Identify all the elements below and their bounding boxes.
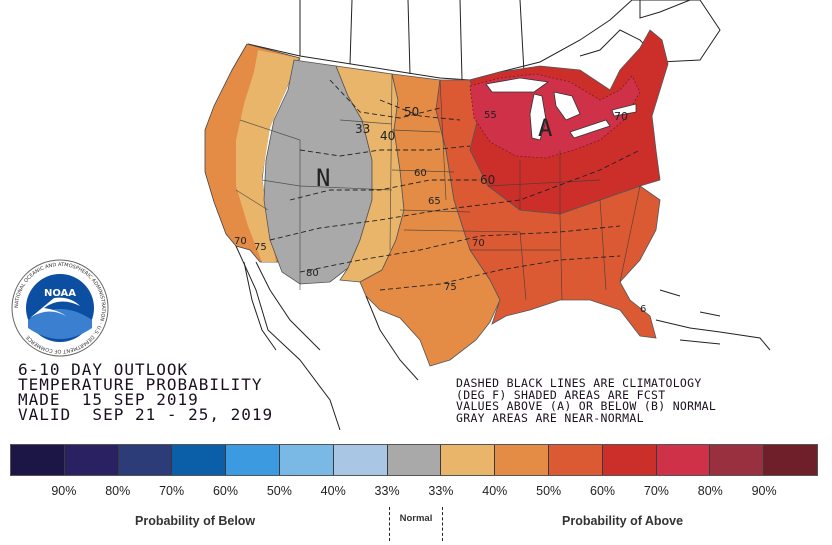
legend-tick-label: 40% <box>482 484 508 498</box>
legend-swatch <box>495 445 549 475</box>
contour-label: 40 <box>380 129 395 143</box>
caribbean-outline <box>655 289 771 351</box>
legend-tick-label: 70% <box>643 484 669 498</box>
contour-label: 65 <box>428 196 441 207</box>
legend-tick-label: 33% <box>374 484 400 498</box>
contour-label: 55 <box>484 110 497 121</box>
legend-swatch <box>64 445 119 475</box>
contour-label: 70 <box>472 238 485 249</box>
legend-tick-label: 50% <box>266 484 292 498</box>
legend-swatch <box>387 445 442 475</box>
legend-swatch <box>764 445 817 475</box>
tan-west-zone <box>236 50 298 262</box>
legend-tick-label: 60% <box>212 484 238 498</box>
legend-tick-labels: 90% 80% 70% 60% 50% 40% 33% 33% 40% 50% 60% 70% 80% 9… <box>10 484 818 498</box>
legend-tick-label: 70% <box>159 484 185 498</box>
contour-label: 70 <box>614 110 628 123</box>
lake-ontario <box>611 103 637 117</box>
contour-label: 33 <box>355 122 370 136</box>
legend-tick-label: 40% <box>320 484 346 498</box>
note-line: GRAY AREAS ARE NEAR-NORMAL <box>456 410 644 425</box>
contour-label: 80 <box>306 268 319 279</box>
title-line: VALID SEP 21 - 25, 2019 <box>18 405 274 424</box>
lake-superior <box>485 77 550 93</box>
contour-label: 60 <box>414 168 427 179</box>
legend-swatch <box>333 445 388 475</box>
contour-label: 75 <box>444 282 457 293</box>
ontario-outline <box>639 0 691 19</box>
mexico-outline <box>235 245 419 431</box>
legend-swatch <box>548 445 603 475</box>
above-legend-label: Probability of Above <box>562 514 684 528</box>
legend-swatch <box>11 445 65 475</box>
legend-swatch <box>118 445 173 475</box>
baja-outline <box>243 261 277 351</box>
map-notes: DASHED BLACK LINES ARE CLIMATOLOGY (DEG … <box>456 376 816 425</box>
climatology-lines <box>269 79 641 291</box>
legend-tick-label: 60% <box>590 484 616 498</box>
contour-label: 60 <box>480 173 495 187</box>
legend-swatch <box>710 445 765 475</box>
contour-label: 50 <box>404 105 419 119</box>
title-line: 6-10 DAY OUTLOOK <box>18 360 189 379</box>
normal-legend-label: Normal <box>389 507 443 541</box>
outlook-title-block: 6-10 DAY OUTLOOK TEMPERATURE PROBABILITY… <box>18 360 318 424</box>
title-line: TEMPERATURE PROBABILITY <box>18 375 263 394</box>
lake-huron <box>553 91 581 121</box>
legend-swatch <box>656 445 711 475</box>
legend-swatch <box>172 445 227 475</box>
noaa-logo: NATIONAL OCEANIC AND ATMOSPHERIC ADMINIS… <box>11 259 109 357</box>
legend-tick-label: 80% <box>105 484 131 498</box>
below-legend-label: Probability of Below <box>135 514 256 528</box>
legend-tick-label: 80% <box>697 484 723 498</box>
crimson-lakes-zone <box>469 73 641 159</box>
above-region-label: A <box>538 114 553 142</box>
contour-label: 70 <box>234 236 247 247</box>
province-lines <box>299 0 525 81</box>
note-line: VALUES ABOVE (A) OR BELOW (B) NORMAL <box>456 399 717 413</box>
note-line: DASHED BLACK LINES ARE CLIMATOLOGY <box>456 376 702 390</box>
outlook-map: 33 40 50 55 60 60 65 70 70 70 75 75 80 6… <box>204 0 771 431</box>
canada-region <box>247 0 721 81</box>
legend-tick-label: 90% <box>751 484 777 498</box>
contour-label: 75 <box>254 242 267 253</box>
legend-swatch <box>226 445 280 475</box>
legend-swatch <box>441 445 496 475</box>
lake-erie <box>569 119 611 139</box>
legend-swatch <box>602 445 657 475</box>
logo-text: NOAA <box>44 288 76 299</box>
legend-tick-label: 90% <box>51 484 77 498</box>
title-line: MADE 15 SEP 2019 <box>18 390 199 409</box>
legend-tick-label: 33% <box>428 484 454 498</box>
probability-legend-bar <box>10 444 818 476</box>
legend-tick-label: 50% <box>536 484 562 498</box>
normal-region-label: N <box>316 164 330 192</box>
lake-michigan <box>529 93 547 141</box>
note-line: (DEG F) SHADED AREAS ARE FCST <box>456 387 666 402</box>
contour-label: 6 <box>640 304 646 315</box>
legend-swatch <box>279 445 334 475</box>
